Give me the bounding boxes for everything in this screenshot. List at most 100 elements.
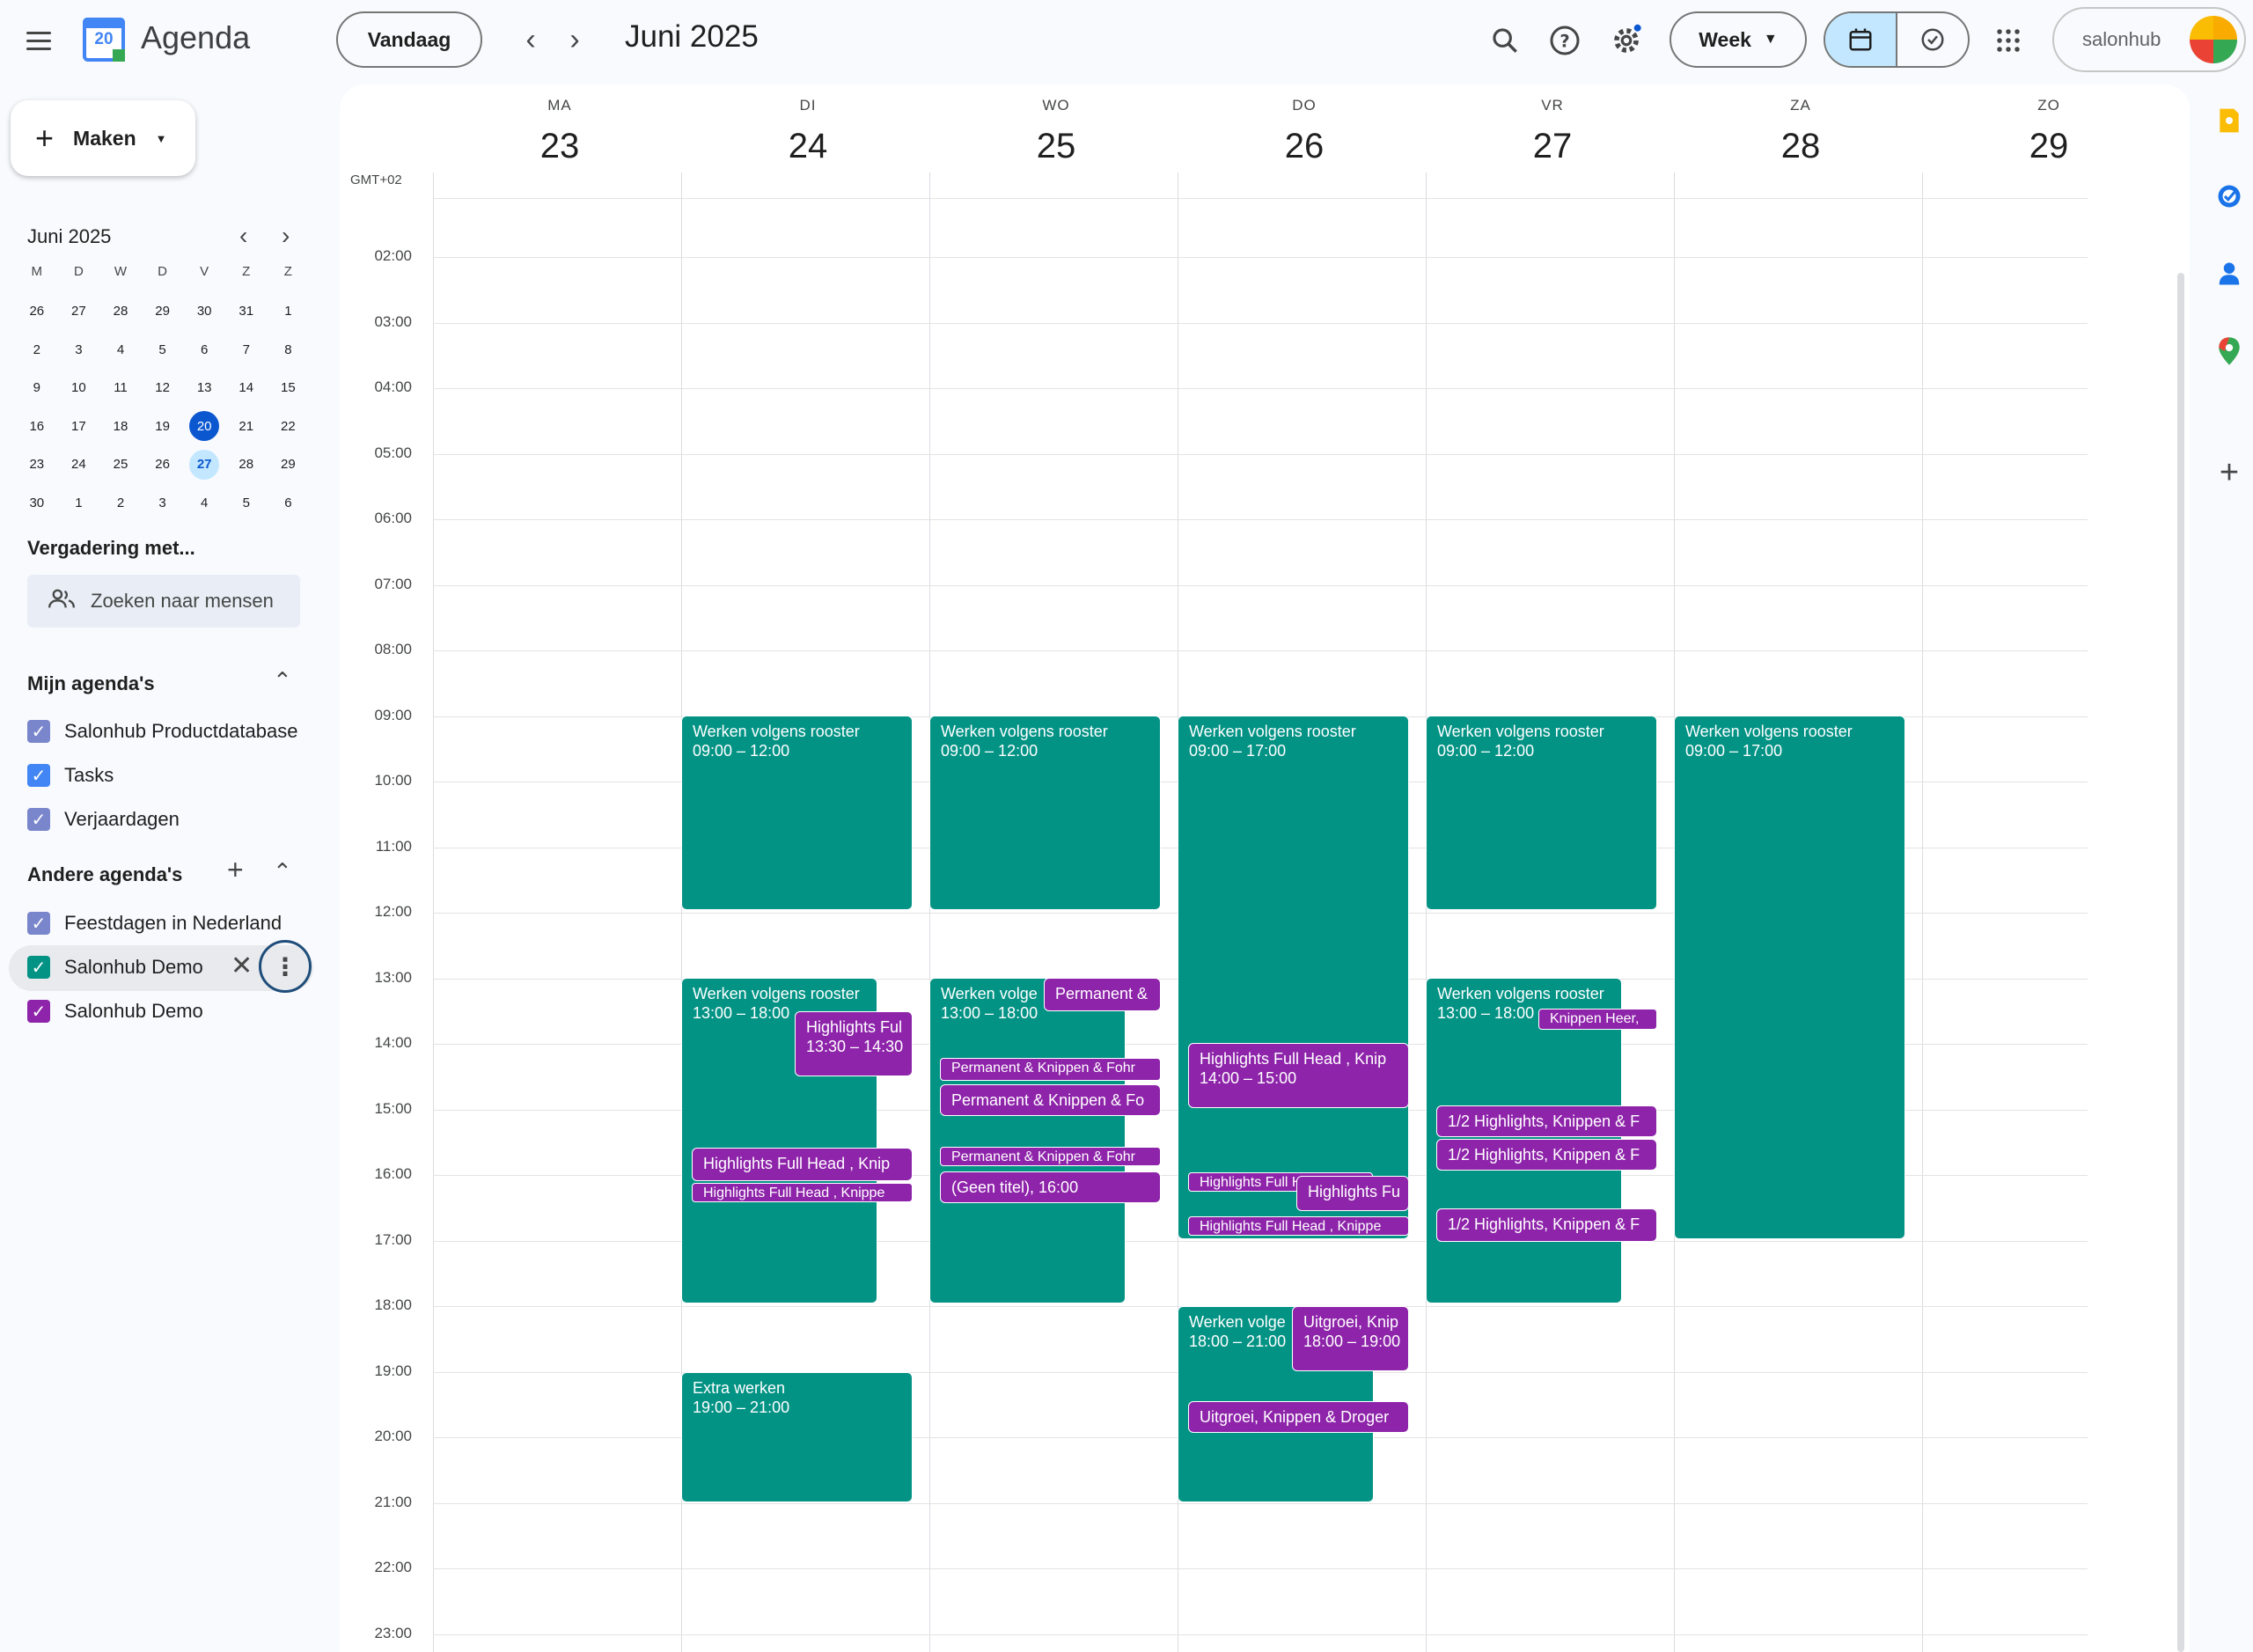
mini-day[interactable]: 27: [71, 304, 86, 319]
day-header[interactable]: DO 26: [1284, 97, 1325, 165]
mini-day[interactable]: 23: [29, 457, 45, 473]
scrollbar[interactable]: [2177, 273, 2184, 1652]
mini-day[interactable]: 3: [158, 495, 166, 510]
event-block[interactable]: Uitgroei, Knippen & Droger: [1188, 1401, 1409, 1433]
mini-day[interactable]: 4: [116, 341, 125, 357]
mini-day[interactable]: 5: [158, 341, 166, 357]
keep-notes-icon[interactable]: [2214, 106, 2244, 136]
checkbox-checked-icon[interactable]: ✓: [27, 1000, 50, 1023]
event-block[interactable]: Uitgroei, Knip 18:00 – 19:00: [1292, 1306, 1409, 1371]
main-menu-button[interactable]: [23, 25, 55, 56]
event-block[interactable]: Highlights Fu: [1296, 1176, 1409, 1211]
mini-day[interactable]: 29: [281, 457, 296, 473]
event-block[interactable]: Werken volgens rooster 09:00 – 12:00: [1426, 716, 1657, 910]
mini-day[interactable]: 26: [155, 457, 170, 473]
search-icon[interactable]: [1486, 21, 1524, 60]
checkbox-checked-icon[interactable]: ✓: [27, 720, 50, 743]
mini-day[interactable]: 8: [284, 341, 292, 357]
search-people-input[interactable]: Zoeken naar mensen: [27, 575, 300, 628]
event-block[interactable]: Werken volgens rooster 09:00 – 17:00: [1674, 716, 1905, 1239]
next-week-icon[interactable]: ›: [569, 22, 580, 56]
mini-day[interactable]: 20: [183, 407, 225, 446]
create-button[interactable]: + Maken ▼: [11, 100, 195, 176]
mini-day[interactable]: 7: [242, 341, 250, 357]
checkbox-checked-icon[interactable]: ✓: [27, 956, 50, 979]
mini-day[interactable]: 17: [71, 418, 86, 434]
mini-day[interactable]: 10: [71, 380, 86, 396]
calendar-item[interactable]: ✓ Salonhub Demo: [27, 950, 203, 985]
tasks-view-icon[interactable]: [1897, 13, 1968, 66]
mini-day[interactable]: 6: [201, 341, 209, 357]
mini-day[interactable]: 26: [29, 304, 45, 319]
add-calendar-icon[interactable]: +: [227, 854, 244, 885]
day-header[interactable]: DI 24: [788, 97, 828, 165]
calendar-item[interactable]: ✓ Verjaardagen: [27, 802, 180, 837]
close-icon[interactable]: ✕: [231, 951, 253, 980]
calendar-item[interactable]: ✓ Feestdagen in Nederland: [27, 906, 282, 941]
apps-grid-icon[interactable]: [1989, 21, 2028, 60]
mini-day[interactable]: 28: [113, 304, 128, 319]
mini-day[interactable]: 22: [281, 418, 296, 434]
mini-day[interactable]: 21: [239, 418, 254, 434]
help-icon[interactable]: ?: [1545, 21, 1584, 60]
day-header[interactable]: MA 23: [539, 97, 580, 165]
mini-day[interactable]: 30: [29, 495, 45, 510]
event-block[interactable]: 1/2 Highlights, Knippen & F: [1436, 1139, 1657, 1171]
more-options-icon[interactable]: ⋮: [259, 940, 312, 993]
prev-week-icon[interactable]: ‹: [525, 22, 536, 56]
mini-day[interactable]: 25: [113, 457, 128, 473]
mini-day[interactable]: 1: [284, 304, 292, 319]
mini-next-icon[interactable]: ›: [282, 222, 290, 249]
mini-day[interactable]: 4: [201, 495, 209, 510]
mini-day[interactable]: 16: [29, 418, 45, 434]
mini-day[interactable]: 1: [75, 495, 83, 510]
calendar-view-icon[interactable]: [1825, 13, 1897, 66]
mini-day[interactable]: 31: [239, 304, 254, 319]
chevron-up-icon[interactable]: ⌃: [273, 858, 292, 885]
event-block[interactable]: Werken volgens rooster 09:00 – 12:00: [929, 716, 1161, 910]
mini-day[interactable]: 19: [155, 418, 170, 434]
tasks-icon[interactable]: [2214, 181, 2244, 211]
checkbox-checked-icon[interactable]: ✓: [27, 912, 50, 935]
mini-day[interactable]: 18: [113, 418, 128, 434]
chevron-up-icon[interactable]: ⌃: [273, 667, 292, 694]
event-block[interactable]: Highlights Ful 13:30 – 14:30: [795, 1011, 913, 1076]
event-block[interactable]: 1/2 Highlights, Knippen & F: [1436, 1208, 1657, 1242]
event-block[interactable]: Extra werken 19:00 – 21:00: [681, 1372, 913, 1502]
day-header[interactable]: VR 27: [1532, 97, 1573, 165]
event-block[interactable]: Highlights Full Head , Knippe: [692, 1183, 913, 1202]
mini-day[interactable]: 28: [239, 457, 254, 473]
event-block[interactable]: Werken volgens rooster 09:00 – 12:00: [681, 716, 913, 910]
mini-prev-icon[interactable]: ‹: [239, 222, 248, 249]
maps-icon[interactable]: [2214, 336, 2244, 366]
account-button[interactable]: salonhub: [2052, 7, 2246, 72]
event-block[interactable]: (Geen titel), 16:00: [940, 1171, 1161, 1203]
mini-day[interactable]: 5: [242, 495, 250, 510]
settings-gear-icon[interactable]: [1607, 21, 1646, 60]
mini-day[interactable]: 2: [116, 495, 125, 510]
today-button[interactable]: Vandaag: [336, 11, 482, 68]
event-block[interactable]: Highlights Full Head , Knip 14:00 – 15:00: [1188, 1043, 1409, 1108]
mini-day[interactable]: 12: [155, 380, 170, 396]
view-select-button[interactable]: Week ▼: [1670, 11, 1807, 68]
day-header[interactable]: WO 25: [1036, 97, 1076, 165]
add-addon-icon[interactable]: +: [2219, 453, 2240, 491]
event-block[interactable]: Permanent &: [1044, 978, 1161, 1011]
mini-day[interactable]: 9: [33, 380, 40, 396]
checkbox-checked-icon[interactable]: ✓: [27, 764, 50, 787]
mini-day[interactable]: 27: [183, 445, 225, 484]
event-block[interactable]: Permanent & Knippen & Fohr: [940, 1147, 1161, 1166]
mini-day[interactable]: 11: [114, 380, 128, 396]
mini-day[interactable]: 6: [284, 495, 292, 510]
mini-day[interactable]: 2: [33, 341, 40, 357]
event-block[interactable]: Highlights Full Head , Knip: [692, 1148, 913, 1181]
mini-day[interactable]: 30: [196, 304, 212, 319]
mini-day[interactable]: 24: [71, 457, 86, 473]
calendar-item[interactable]: ✓ Salonhub Demo: [27, 994, 203, 1029]
event-block[interactable]: Werken volgens rooster 09:00 – 17:00: [1178, 716, 1409, 1239]
event-block[interactable]: Knippen Heer,: [1538, 1009, 1657, 1030]
day-header[interactable]: ZA 28: [1780, 97, 1821, 165]
event-block[interactable]: Werken volge 13:00 – 18:00: [929, 978, 1126, 1303]
mini-day[interactable]: 13: [196, 380, 212, 396]
event-block[interactable]: Permanent & Knippen & Fo: [940, 1084, 1161, 1116]
